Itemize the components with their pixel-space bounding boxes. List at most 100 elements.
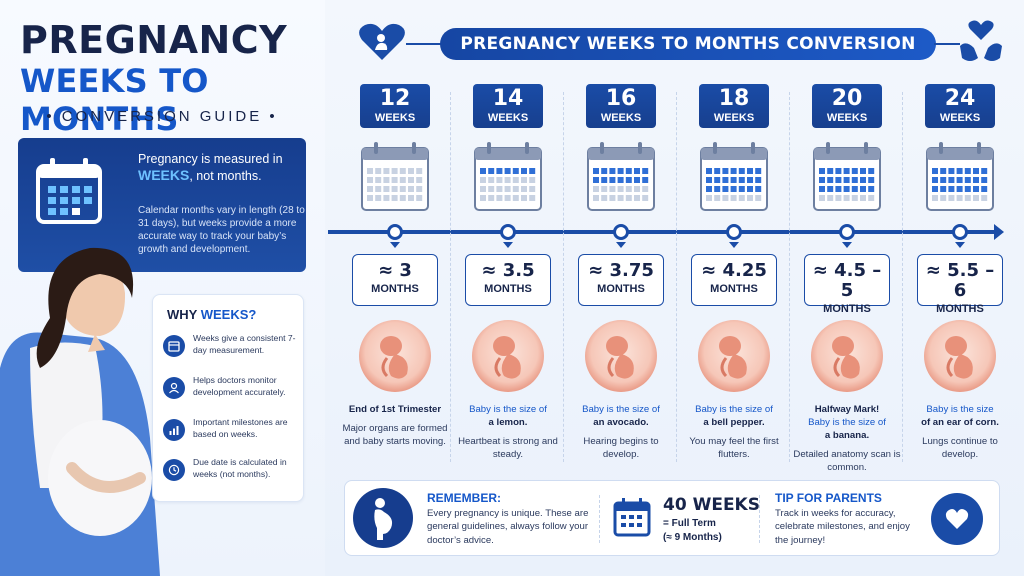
timeline-node-pointer <box>729 242 739 248</box>
main-title-line2: WEEKS TO MONTHS <box>20 62 209 138</box>
week-badge: 24 WEEKS <box>925 84 995 128</box>
week-number: 20 <box>831 86 863 111</box>
fetus-illustration <box>924 320 996 392</box>
months-label: MONTHS <box>710 283 758 295</box>
caption-size-line: Baby is the size of <box>808 416 886 428</box>
heart-icon <box>931 493 983 545</box>
info-box: Pregnancy is measured in WEEKS, not mont… <box>18 138 306 272</box>
caption-detail: Lungs continue to develop. <box>922 435 998 460</box>
months-value: ≈ 3 <box>378 260 412 281</box>
milestone-caption: Baby is the size of a lemon. Heartbeat i… <box>451 404 565 462</box>
months-value: ≈ 3.5 <box>481 260 535 281</box>
week-column-24: 24 WEEKS ≈ 5.5 – 6 MONTHS Baby is the si… <box>903 82 1015 472</box>
why-item: Due date is calculated in weeks (not mon… <box>163 457 299 491</box>
caption-size-line: Baby is the size of <box>582 404 660 415</box>
week-calendar-icon <box>813 142 881 211</box>
timeline-node <box>726 224 742 240</box>
column-divider <box>789 92 790 462</box>
week-badge: 16 WEEKS <box>586 84 656 128</box>
milestone-caption: Baby is the size of an ear of corn. Lung… <box>903 404 1017 462</box>
milestone-caption: Baby is the size of a bell pepper. You m… <box>677 404 791 462</box>
week-number: 12 <box>379 86 411 111</box>
main-subtitle: • CONVERSION GUIDE • <box>46 108 278 125</box>
timeline-node-pointer <box>955 242 965 248</box>
timeline-node <box>500 224 516 240</box>
caption-detail: Heartbeat is strong and steady. <box>458 435 558 460</box>
remember-text: Every pregnancy is unique. These are gen… <box>427 508 589 546</box>
baby-heart-icon <box>359 23 405 60</box>
week-badge: 14 WEEKS <box>473 84 543 128</box>
caption-heading: Halfway Mark! <box>814 404 880 415</box>
full-term-weeks: 40 WEEKS <box>663 495 760 515</box>
months-value: ≈ 4.5 – 5 <box>812 260 882 301</box>
caption-detail: Major organs are formed and baby starts … <box>342 422 448 447</box>
left-panel: PREGNANCY WEEKS TO MONTHS • CONVERSION G… <box>0 0 325 576</box>
week-column-12: 12 WEEKS ≈ 3 MONTHS End of 1st Trimester… <box>338 82 450 472</box>
why-item: Weeks give a consistent 7-day measuremen… <box>163 333 299 367</box>
timeline-line <box>328 230 1000 234</box>
week-label: WEEKS <box>713 112 755 124</box>
months-badge: ≈ 3 MONTHS <box>352 254 438 306</box>
fetus-illustration <box>472 320 544 392</box>
caption-size-item: of an ear of corn. <box>921 416 999 428</box>
week-badge: 12 WEEKS <box>360 84 430 128</box>
caption-size-line: Baby is the size of <box>469 404 547 415</box>
months-label: MONTHS <box>597 283 645 295</box>
chart-icon <box>163 419 185 441</box>
week-calendar-icon <box>926 142 994 211</box>
caption-detail: Hearing begins to develop. <box>583 435 659 460</box>
doctor-icon <box>163 377 185 399</box>
tip-title: TIP FOR PARENTS <box>775 491 882 505</box>
column-divider <box>902 92 903 462</box>
week-label: WEEKS <box>374 112 416 124</box>
why-item: Important milestones are based on weeks. <box>163 417 299 451</box>
remember-title: REMEMBER: <box>427 491 501 505</box>
caption-heading: End of 1st Trimester <box>348 404 442 415</box>
timeline-node-pointer <box>616 242 626 248</box>
why-weeks-card: WHY WEEKS? Weeks give a consistent 7-day… <box>152 294 304 502</box>
calendar-icon <box>36 158 102 224</box>
week-calendar-icon <box>474 142 542 211</box>
weeks-highlight: WEEKS <box>138 167 190 183</box>
column-divider <box>563 92 564 462</box>
week-column-16: 16 WEEKS ≈ 3.75 MONTHS Baby is the size … <box>564 82 676 472</box>
milestone-caption: Baby is the size of an avocado. Hearing … <box>564 404 678 462</box>
caption-size-line: Baby is the size <box>926 404 994 415</box>
tip-text: Track in weeks for accuracy, celebrate m… <box>775 508 910 546</box>
timeline-arrow <box>994 224 1004 240</box>
week-label: WEEKS <box>600 112 642 124</box>
header-connector <box>934 43 960 45</box>
pregnant-woman-illustration <box>0 247 160 576</box>
months-label: MONTHS <box>484 283 532 295</box>
caption-size-item: a banana. <box>824 429 870 441</box>
timeline-node-pointer <box>503 242 513 248</box>
bottom-divider <box>759 495 760 543</box>
week-label: WEEKS <box>939 112 981 124</box>
main-title-line1: PREGNANCY <box>20 18 288 62</box>
week-column-14: 14 WEEKS ≈ 3.5 MONTHS Baby is the size o… <box>451 82 563 472</box>
timeline-node <box>839 224 855 240</box>
info-description: Calendar months vary in length (28 to 31… <box>138 205 305 255</box>
timeline-node <box>613 224 629 240</box>
caption-size-item: a bell pepper. <box>703 416 765 428</box>
milestone-caption: End of 1st Trimester Major organs are fo… <box>338 404 452 449</box>
week-number: 18 <box>718 86 750 111</box>
months-badge: ≈ 4.25 MONTHS <box>691 254 777 306</box>
calendar-icon <box>163 335 185 357</box>
week-label: WEEKS <box>487 112 529 124</box>
week-label: WEEKS <box>826 112 868 124</box>
why-item: Helps doctors monitor development accura… <box>163 375 299 409</box>
column-divider <box>450 92 451 462</box>
week-calendar-icon <box>361 142 429 211</box>
fetus-illustration <box>585 320 657 392</box>
header-title: PREGNANCY WEEKS TO MONTHS CONVERSION <box>440 28 936 60</box>
months-badge: ≈ 3.75 MONTHS <box>578 254 664 306</box>
months-badge: ≈ 3.5 MONTHS <box>465 254 551 306</box>
months-value: ≈ 5.5 – 6 <box>925 260 995 301</box>
caption-detail: Detailed anatomy scan is common. <box>793 448 901 473</box>
week-calendar-icon <box>587 142 655 211</box>
column-divider <box>676 92 677 462</box>
months-value: ≈ 3.75 <box>588 260 654 281</box>
caption-size-item: an avocado. <box>593 416 649 428</box>
months-label: MONTHS <box>936 303 984 315</box>
